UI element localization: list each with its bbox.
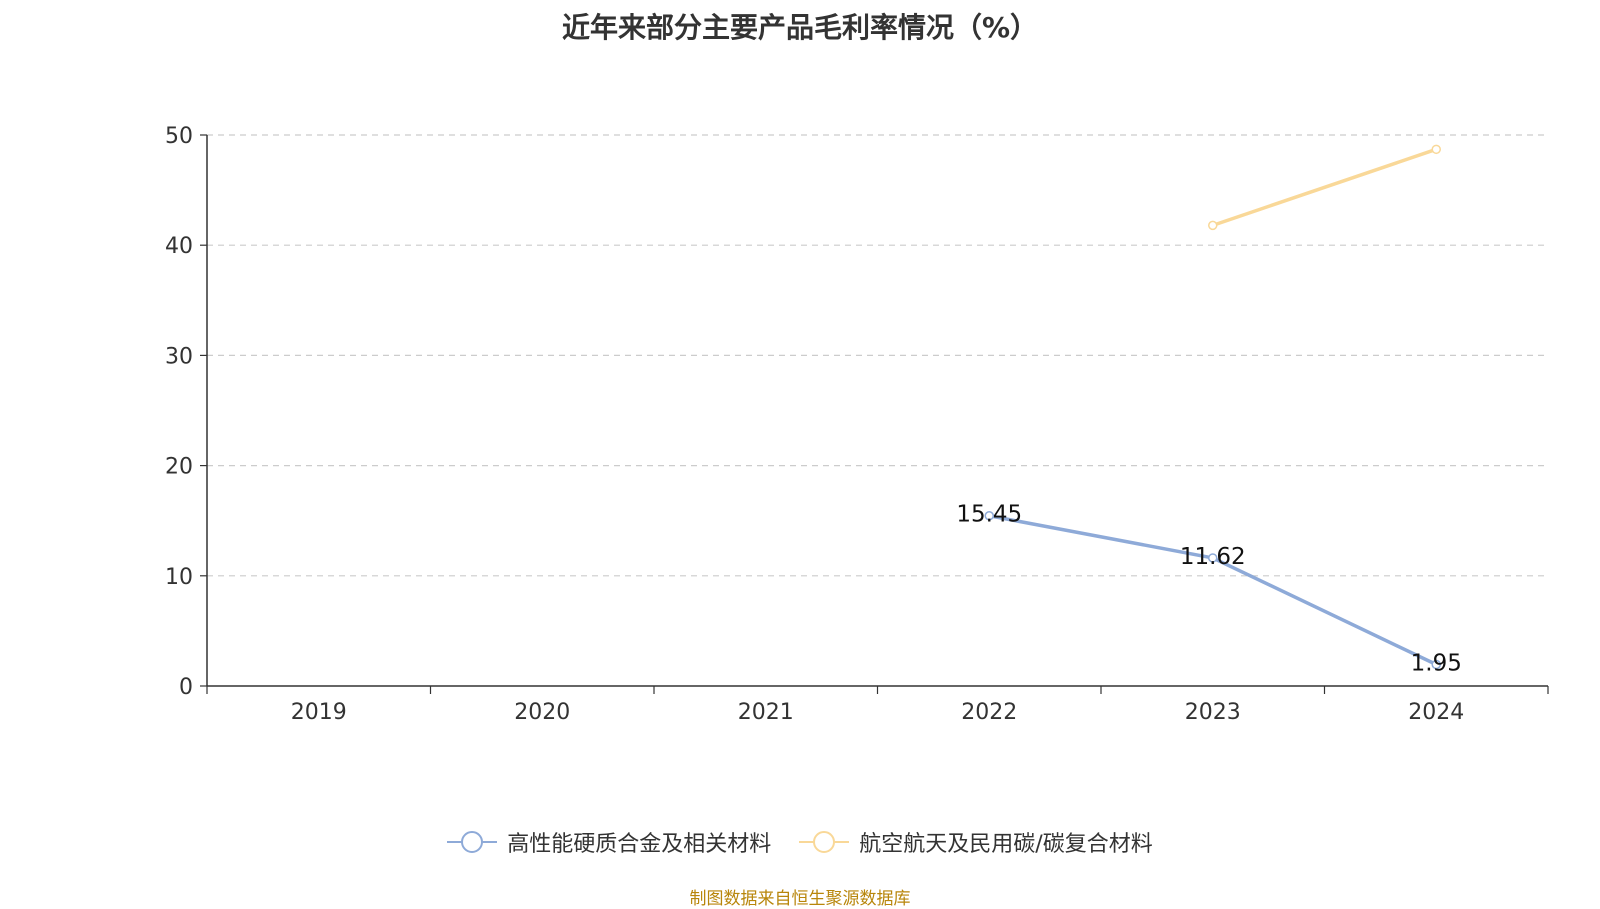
data-source-note: 制图数据来自恒生聚源数据库 [689, 889, 911, 909]
data-label-series-1: 11.62 [1180, 544, 1246, 570]
data-point-series-1 [1208, 553, 1218, 563]
x-tick-label: 2021 [738, 700, 794, 725]
y-tick-label: 10 [165, 565, 193, 590]
x-tick-label: 2019 [291, 700, 347, 725]
y-tick-label: 0 [179, 675, 193, 700]
data-point-series-1 [984, 510, 994, 521]
data-label-series-1: 1.95 [1411, 651, 1462, 677]
legend-item-series-1[interactable]: 高性能硬质合金及相关材料 [447, 826, 771, 858]
legend-label-series-2: 航空航天及民用碳/碳复合材料 [859, 832, 1153, 857]
y-tick-label: 40 [165, 234, 193, 259]
chart-title: 近年来部分主要产品毛利率情况（%） [561, 11, 1039, 44]
data-point-series-2 [1208, 220, 1218, 231]
data-point-series-2 [1431, 144, 1441, 155]
x-tick-label: 2023 [1185, 700, 1241, 725]
x-tick-label: 2024 [1408, 700, 1464, 725]
x-tick-label: 2022 [961, 700, 1017, 725]
y-tick-label: 50 [165, 124, 193, 149]
data-point-series-1 [1431, 659, 1441, 670]
series-line-1 [988, 514, 1438, 667]
legend-marker-icon [447, 831, 498, 853]
legend-item-series-2[interactable]: 航空航天及民用碳/碳复合材料 [799, 826, 1153, 858]
y-tick-label: 30 [165, 344, 193, 369]
data-label-series-1: 15.45 [956, 502, 1022, 528]
legend: 高性能硬质合金及相关材料 航空航天及民用碳/碳复合材料 [0, 826, 1600, 858]
legend-label-series-1: 高性能硬质合金及相关材料 [507, 832, 772, 857]
legend-marker-icon [799, 831, 850, 853]
series-line-2 [1212, 147, 1437, 228]
x-tick-label: 2020 [514, 700, 570, 725]
y-tick-label: 20 [165, 455, 193, 480]
